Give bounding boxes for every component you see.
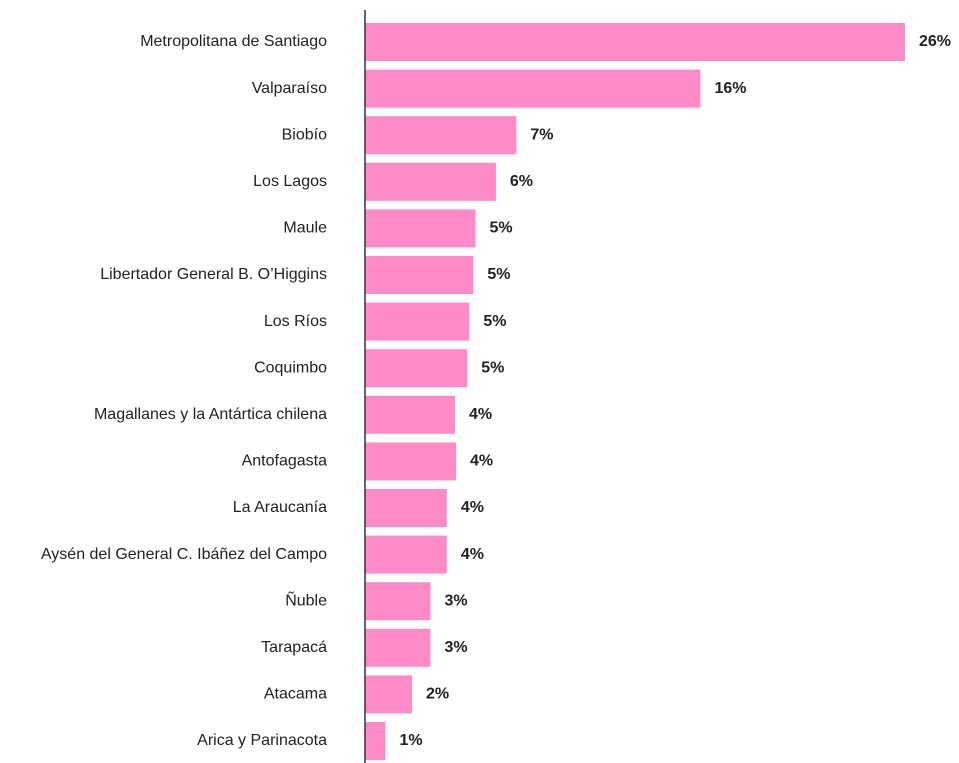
bar (365, 535, 447, 574)
value-label: 3% (444, 639, 467, 656)
category-label: Atacama (264, 686, 327, 703)
value-label: 1% (399, 732, 422, 749)
value-label: 5% (489, 220, 512, 237)
bar (365, 722, 386, 760)
category-label: Valparaíso (252, 80, 327, 97)
bar (365, 628, 431, 667)
category-label: Libertador General B. O’Higgins (100, 266, 327, 283)
value-label: 4% (470, 453, 493, 470)
bar (365, 23, 905, 61)
value-label: 3% (444, 592, 467, 609)
category-label: Arica y Parinacota (197, 732, 327, 749)
bar (365, 116, 517, 155)
category-label: Tarapacá (261, 639, 327, 656)
value-label: 16% (714, 80, 746, 97)
value-label: 5% (483, 313, 506, 330)
bar (365, 395, 455, 434)
bar (365, 209, 476, 248)
category-label: Metropolitana de Santiago (140, 33, 327, 50)
bar (365, 302, 470, 341)
bar (365, 349, 468, 388)
bar (365, 162, 496, 201)
value-label: 2% (426, 686, 449, 703)
bar (365, 256, 474, 294)
value-label: 4% (461, 499, 484, 516)
value-label: 4% (469, 406, 492, 423)
value-label: 5% (481, 359, 504, 376)
bar (365, 69, 701, 108)
category-label: Maule (283, 220, 327, 237)
value-label: 26% (919, 33, 951, 50)
category-label: Coquimbo (254, 359, 327, 376)
category-label: Aysén del General C. Ibáñez del Campo (41, 546, 327, 563)
bar (365, 489, 447, 527)
category-label: Biobío (282, 126, 327, 143)
category-label: Los Lagos (253, 173, 327, 190)
category-label: Ñuble (285, 589, 327, 609)
value-label: 6% (510, 173, 533, 190)
category-label: Los Ríos (264, 313, 327, 330)
bar (365, 582, 431, 621)
bar (365, 442, 457, 481)
value-label: 7% (530, 126, 553, 143)
bar (365, 675, 413, 714)
value-label: 4% (461, 546, 484, 563)
value-label: 5% (487, 266, 510, 283)
category-label: Magallanes y la Antártica chilena (94, 406, 327, 423)
category-label: Antofagasta (242, 453, 328, 470)
category-label: La Araucanía (233, 499, 327, 516)
